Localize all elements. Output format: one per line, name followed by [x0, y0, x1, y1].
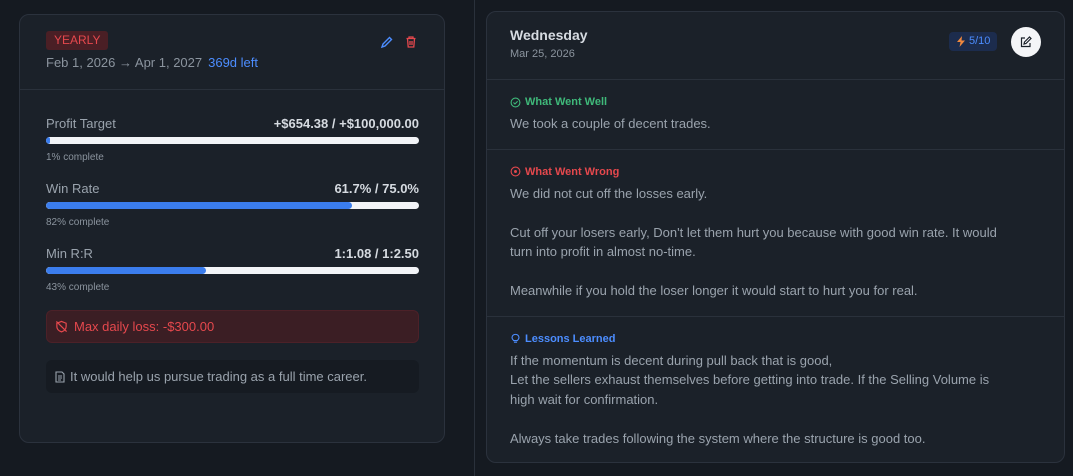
note: It would help us pursue trading as a ful… [46, 360, 419, 393]
progress-track [46, 202, 419, 209]
section-title: What Went Well [525, 96, 608, 108]
metric-label: Min R:R [46, 246, 93, 261]
progress-fill [46, 137, 50, 144]
metric-value: 1:1.08 / 1:2.50 [334, 246, 419, 261]
section-icon [510, 166, 521, 177]
sections: What Went Well We took a couple of decent… [487, 79, 1064, 463]
alert: Max daily loss: -$300.00 [46, 310, 419, 343]
delete-icon[interactable] [404, 35, 418, 49]
metric-label: Win Rate [46, 181, 100, 196]
progress-track [46, 137, 419, 144]
paragraph: Cut off your losers early, Don't let the… [510, 223, 1041, 262]
section-icon [511, 333, 520, 343]
section-icon [510, 97, 521, 107]
alert-text: Max daily loss: -$300.00 [74, 319, 215, 334]
rating-badge: 5/10 [949, 32, 998, 51]
progress-label: 82% complete [46, 217, 110, 228]
divider [20, 89, 444, 90]
note-text: It would help us pursue trading as a ful… [70, 369, 367, 384]
metric-value: 61.7% / 75.0% [334, 181, 419, 196]
date-range: Feb 1, 2026 → Apr 1, 2027 369d left [46, 55, 258, 70]
paragraph: Always take trades following the system … [510, 429, 1041, 449]
divider [474, 0, 475, 476]
paragraph: We did not cut off the losses early. [510, 184, 1041, 204]
section: Lessons Learned If the momentum is decent… [487, 315, 1064, 463]
metric-label: Profit Target [46, 116, 116, 131]
goal-card: YEARLY Feb 1, 2026 → Apr 1, 2027 369d lef… [19, 14, 445, 443]
paragraph: If the momentum is decent during pull ba… [510, 351, 1041, 410]
text-line: Meanwhile if you hold the loser longer i… [510, 283, 918, 298]
text-line: We did not cut off the losses early. [510, 185, 708, 201]
edit-icon[interactable] [380, 35, 394, 49]
bolt-icon [957, 36, 965, 47]
text-line: If the momentum is decent during pull ba… [510, 352, 833, 368]
text-line: turn into profit in almost no-time. [510, 244, 696, 259]
edit-icon [1020, 36, 1032, 48]
date: Mar 25, 2026 [510, 48, 575, 60]
text-line: We took a couple of decent trades. [510, 116, 711, 131]
progress-track [46, 267, 419, 274]
progress-label: 1% complete [46, 152, 104, 163]
text-line: high wait for confirmation. [510, 391, 659, 407]
date-text: Feb 1, 2026 → Apr 1, 2027 [46, 55, 203, 70]
text-line: Cut off your losers early, Don't let the… [510, 224, 997, 240]
days-left: 369d left [208, 55, 258, 70]
period-badge: YEARLY [46, 31, 109, 50]
metric-value: +$654.38 / +$100,000.00 [273, 116, 419, 131]
section-title: What Went Wrong [525, 165, 620, 178]
section: What Went Wrong We did not cut off the lo… [487, 148, 1064, 316]
text-line: Always take trades following the system … [510, 430, 926, 446]
paragraph: We took a couple of decent trades. [510, 114, 1041, 134]
note-icon [55, 371, 65, 383]
journal-card: Wednesday Mar 25, 2026 5/10 What Went We… [486, 11, 1065, 463]
progress-fill [46, 202, 352, 209]
section-header: Lessons Learned [510, 331, 1041, 347]
paragraph: Meanwhile if you hold the loser longer i… [510, 281, 1041, 301]
section-title: Lessons Learned [525, 332, 616, 345]
text-line: Let the sellers exhaust themselves befor… [510, 372, 990, 387]
progress-fill [46, 267, 207, 274]
section-header: What Went Well [510, 94, 1041, 110]
day: Wednesday [510, 27, 588, 43]
section: What Went Well We took a couple of decent… [487, 79, 1064, 149]
section-header: What Went Wrong [510, 164, 1041, 180]
alert-icon [55, 320, 68, 333]
rating: 5/10 [969, 35, 991, 47]
edit-button[interactable] [1011, 27, 1041, 57]
progress-label: 43% complete [46, 282, 110, 293]
